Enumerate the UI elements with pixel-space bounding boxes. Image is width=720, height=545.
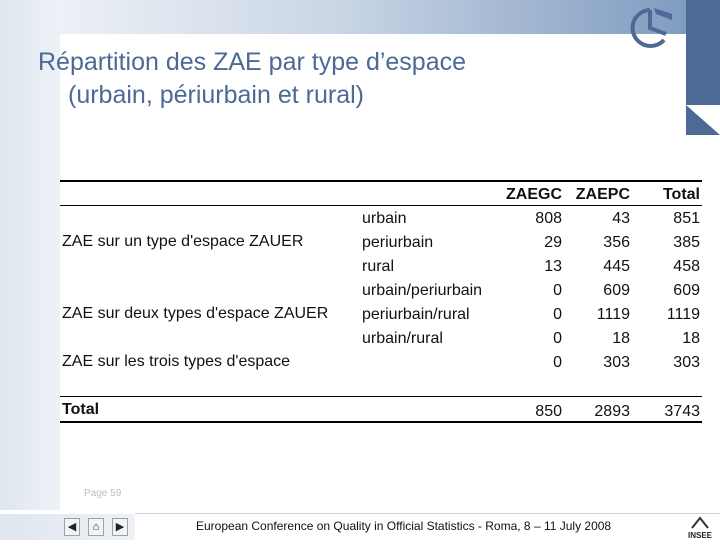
row-total: 609 [673, 282, 700, 299]
previous-slide-button[interactable]: ◀ [64, 518, 80, 536]
footer-conference-text: European Conference on Quality in Offici… [196, 519, 612, 533]
row-type: periurbain [362, 234, 434, 251]
conference-logo-icon [630, 8, 672, 48]
row-zaegc: 0 [553, 306, 562, 323]
row-type: periurbain/rural [362, 306, 470, 323]
left-decor-band [0, 0, 60, 540]
header-zaegc: ZAEGC [506, 186, 562, 203]
row-zaegc: 0 [553, 354, 562, 371]
row-zaegc: 29 [544, 234, 562, 251]
total-top-rule [60, 396, 702, 397]
footer-divider [135, 513, 720, 514]
header-rule [60, 205, 702, 206]
row-zaepc: 1119 [596, 306, 630, 323]
top-decor-band [58, 0, 688, 34]
insee-mark-icon: INSEE [688, 516, 713, 540]
page-number: Page 59 [84, 488, 122, 499]
title-line-1: Répartition des ZAE par type d’espace [38, 48, 467, 76]
slide-title: Répartition des ZAE par type d’espace (u… [38, 46, 466, 112]
row-zaegc: 0 [553, 282, 562, 299]
row-type: rural [362, 258, 395, 275]
title-line-2: (urbain, périurbain et rural) [68, 81, 364, 109]
insee-logo: INSEE [682, 512, 718, 540]
row-type: urbain/rural [362, 330, 443, 347]
row-zaegc: 0 [553, 330, 562, 347]
row-type: urbain/periurbain [362, 282, 483, 299]
total-zaepc: 2893 [594, 403, 630, 420]
row-total: 385 [673, 234, 700, 251]
row-zaepc: 356 [603, 234, 630, 251]
table-top-rule [60, 180, 702, 182]
group-label-three-types: ZAE sur les trois types d'espace [62, 353, 291, 370]
table-bottom-rule [60, 421, 702, 423]
group-label-one-type: ZAE sur un type d'espace ZAUER [62, 233, 304, 250]
header-total: Total [662, 186, 700, 203]
row-total: 1119 [666, 306, 700, 323]
row-zaepc: 303 [603, 354, 630, 371]
row-zaepc: 445 [603, 258, 630, 275]
row-zaepc: 609 [603, 282, 630, 299]
row-zaepc: 18 [612, 330, 630, 347]
total-zaegc: 850 [535, 403, 562, 420]
insee-label: INSEE [688, 531, 713, 540]
group-label-two-types: ZAE sur deux types d'espace ZAUER [62, 305, 329, 322]
row-zaegc: 13 [544, 258, 562, 275]
home-button[interactable]: ⌂ [88, 518, 104, 536]
row-total: 18 [682, 330, 700, 347]
total-total: 3743 [664, 403, 700, 420]
row-zaegc: 808 [535, 210, 562, 227]
row-total: 851 [673, 210, 700, 227]
row-total: 458 [673, 258, 700, 275]
next-slide-button[interactable]: ▶ [112, 518, 128, 536]
row-zaepc: 43 [612, 210, 630, 227]
total-label: Total [62, 401, 100, 418]
row-type: urbain [362, 210, 407, 227]
zae-distribution-table: ZAEGC ZAEPC Total ZAE sur un type d'espa… [60, 180, 702, 424]
header-zaepc: ZAEPC [575, 186, 630, 203]
row-total: 303 [673, 354, 700, 371]
right-band-corner [686, 105, 720, 135]
